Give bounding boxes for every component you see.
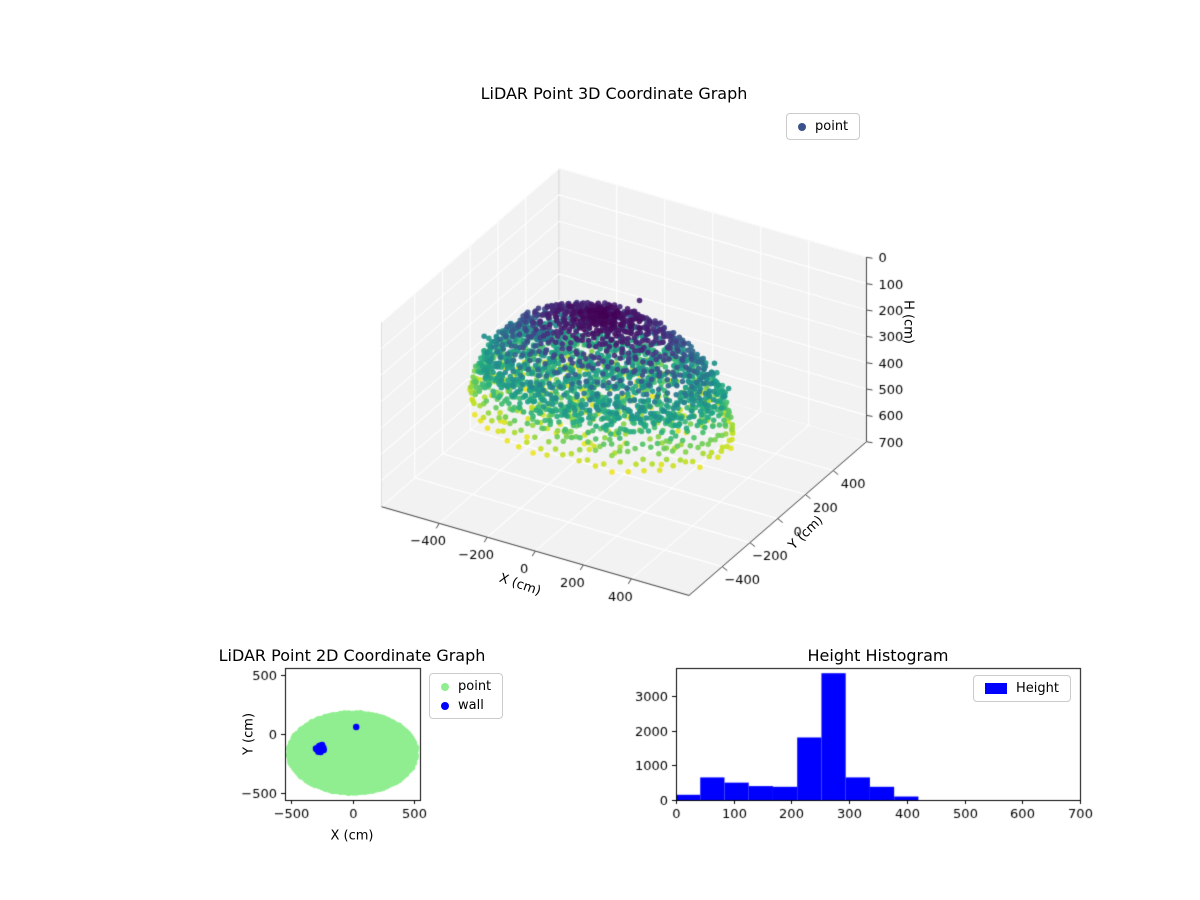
legend-histogram-label-height: Height <box>1016 681 1059 696</box>
legend-3d-entry-point: point <box>798 119 848 134</box>
legend-2d-entry-wall: wall <box>441 698 491 713</box>
legend-2d-label-wall: wall <box>458 698 484 713</box>
height-swatch-icon <box>985 683 1007 694</box>
legend-2d-entry-point: point <box>441 679 491 694</box>
legend-histogram: Height <box>973 675 1071 702</box>
legend-2d-label-point: point <box>458 679 492 694</box>
chart-3d-title: LiDAR Point 3D Coordinate Graph <box>480 84 748 103</box>
legend-3d: point <box>786 113 861 140</box>
wall-marker-icon <box>441 701 449 710</box>
legend-3d-label-point: point <box>815 119 849 134</box>
y-axis-label-2d: Y (cm) <box>241 712 257 756</box>
chart-2d-title: LiDAR Point 2D Coordinate Graph <box>218 646 486 665</box>
z-axis-label-3d: H (cm) <box>900 300 916 344</box>
histogram-title: Height Histogram <box>807 646 949 665</box>
point-marker-icon <box>798 122 806 131</box>
legend-2d: point wall <box>429 673 504 719</box>
legend-histogram-entry-height: Height <box>985 681 1059 696</box>
x-axis-label-2d: X (cm) <box>330 828 374 844</box>
point-marker-icon <box>441 682 449 691</box>
